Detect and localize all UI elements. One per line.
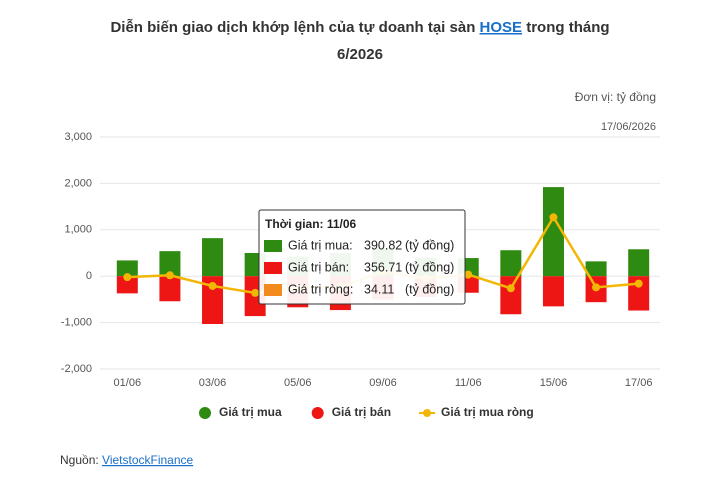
x-tick-label: 11/06: [455, 377, 482, 389]
point: [549, 213, 558, 222]
bar: [628, 249, 650, 277]
tooltip-title: Thời gian: 11/06: [265, 217, 357, 231]
legend-label: Giá trị mua: [219, 405, 282, 419]
x-tick-label: 17/06: [625, 377, 653, 389]
y-tick-label: 3,000: [64, 131, 92, 143]
tooltip-label: Giá trị bán:: [288, 260, 349, 274]
x-tick-label: 09/06: [369, 377, 397, 389]
legend-swatch: [199, 407, 211, 419]
tooltip-swatch: [264, 240, 282, 252]
bar: [542, 276, 564, 307]
tooltip-box: [258, 209, 466, 305]
bar: [542, 187, 564, 277]
x-tick-label: 15/06: [540, 377, 568, 389]
legend-label: Giá trị mua ròng: [441, 405, 534, 419]
y-tick-label: -1,000: [61, 317, 92, 329]
bar: [116, 260, 138, 277]
tooltip-label: Giá trị mua:: [288, 238, 353, 252]
tooltip-unit: (tỷ đồng): [405, 238, 454, 252]
point: [634, 279, 643, 288]
source-label: Nguồn:: [60, 453, 99, 467]
legend-label: Giá trị bán: [332, 405, 391, 419]
tooltip-unit: (tỷ đồng): [405, 260, 454, 274]
title-text: trong tháng: [522, 19, 609, 36]
y-tick-label: 1,000: [64, 224, 92, 236]
y-tick-label: -2,000: [61, 363, 92, 375]
bar: [202, 238, 224, 277]
point: [123, 273, 132, 282]
x-tick-label: 05/06: [284, 377, 312, 389]
x-tick-label: 03/06: [199, 377, 227, 389]
point: [208, 281, 217, 290]
y-tick-label: 2,000: [64, 177, 92, 189]
point: [251, 288, 260, 297]
tooltip-swatch: [264, 284, 282, 296]
point: [506, 284, 515, 293]
unit-note: Đơn vị: tỷ đồng: [575, 90, 656, 104]
bar: [500, 250, 522, 277]
bar: [116, 276, 138, 294]
tooltip-unit: (tỷ đồng): [405, 282, 454, 296]
chart-title: Diễn biến giao dịch khớp lệnh của tự doa…: [110, 19, 609, 36]
tooltip-swatch: [264, 262, 282, 274]
legend-swatch: [423, 409, 432, 417]
point: [592, 283, 601, 292]
title-text: Diễn biến giao dịch khớp lệnh của tự doa…: [110, 19, 479, 36]
tooltip-label: Giá trị ròng:: [288, 282, 353, 296]
source: Nguồn: VietstockFinance: [60, 453, 194, 467]
bar: [202, 276, 224, 324]
point: [165, 271, 174, 280]
legend-swatch: [311, 407, 324, 419]
tooltip-value: 390.82: [364, 238, 402, 252]
bar: [585, 261, 607, 277]
tooltip-value: 356.71: [364, 260, 402, 274]
bar: [500, 276, 522, 315]
chart-title-line2: 6/2026: [337, 46, 383, 63]
y-tick-label: 0: [86, 270, 92, 282]
source-link[interactable]: VietstockFinance: [102, 453, 193, 467]
title-link[interactable]: HOSE: [480, 19, 523, 36]
bar: [159, 251, 181, 277]
point: [464, 270, 473, 279]
bar: [159, 276, 181, 302]
tooltip-value: 34.11: [364, 282, 394, 296]
x-tick-label: 01/06: [114, 377, 142, 389]
date-note: 17/06/2026: [601, 121, 656, 133]
